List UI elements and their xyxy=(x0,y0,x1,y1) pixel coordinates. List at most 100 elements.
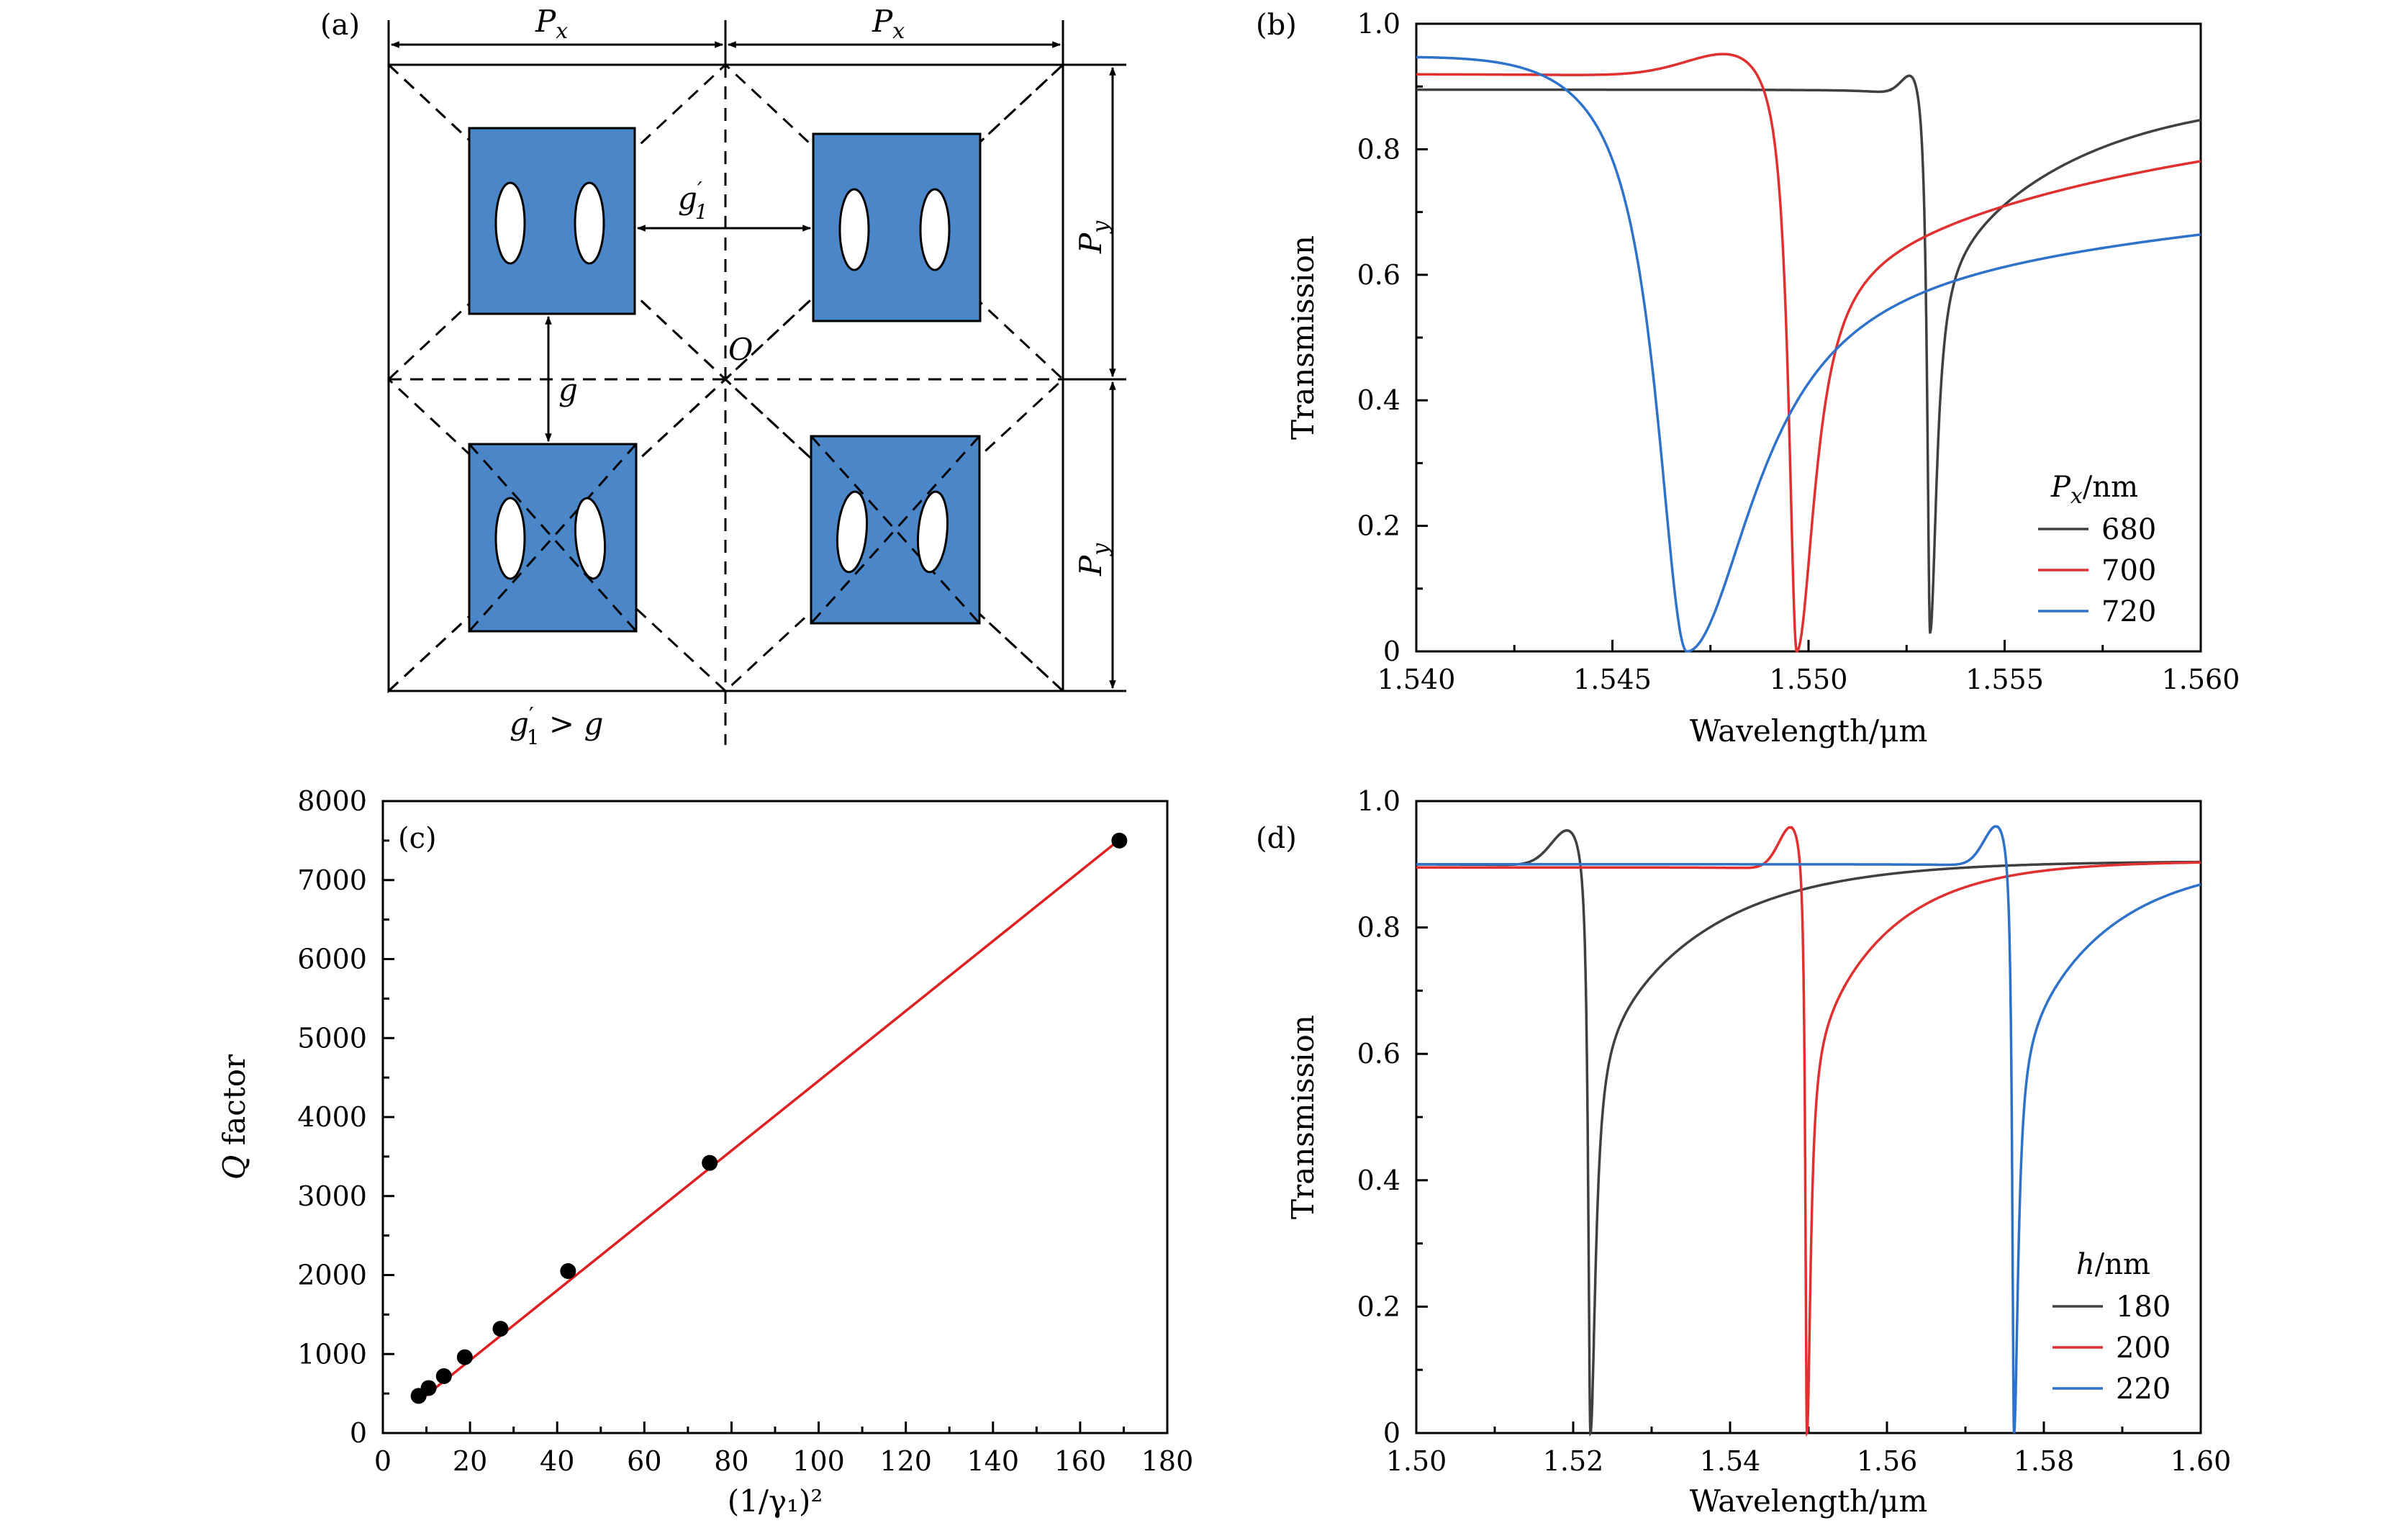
y-axis-label: Transmission xyxy=(1285,1015,1321,1219)
panel-c-chart: (c) 0 20 40 60 80 100 120 140 160 180 0 1000 2000 300… xyxy=(217,785,1193,1519)
y-tick-label: 0.6 xyxy=(1357,259,1400,291)
x-tick-label: 140 xyxy=(967,1445,1020,1477)
legend-entry: 680 xyxy=(2101,513,2156,546)
y-tick-label: 0.6 xyxy=(1357,1038,1400,1070)
y-tick-label: 4000 xyxy=(297,1101,367,1133)
panel-d-chart: (d) 1.50 1.52 1.54 1.56 1.58 1.60 0 0.2 0.4 0.6 0.… xyxy=(1256,785,2231,1519)
y-tick-label: 1.0 xyxy=(1357,8,1400,40)
elliptical-holes xyxy=(494,181,951,580)
x-tick-label: 60 xyxy=(627,1445,661,1477)
y-tick-label: 3000 xyxy=(297,1180,367,1212)
y-axis-label: Transmission xyxy=(1285,235,1321,440)
series-line-200 xyxy=(1416,826,2201,1437)
py-label-top: Py xyxy=(1073,220,1113,254)
y-tick-label: 5000 xyxy=(297,1022,367,1054)
legend-entry: 700 xyxy=(2101,554,2156,587)
y-tick-label: 0.2 xyxy=(1357,1291,1400,1322)
legend-title: h/nm xyxy=(2076,1248,2150,1281)
px-label-left: Px xyxy=(535,4,568,44)
y-tick-label: 0.8 xyxy=(1357,133,1400,165)
y-tick-label: 2000 xyxy=(297,1260,367,1291)
y-tick-label: 1000 xyxy=(297,1338,367,1370)
panel-b-chart: (b) 1.540 1.545 1.550 1.555 1.560 0 0.2 0.4 0.6 0… xyxy=(1256,8,2240,749)
y-tick-label: 0.2 xyxy=(1357,510,1400,542)
x-tick-label: 180 xyxy=(1141,1445,1194,1477)
px-label-right: Px xyxy=(872,4,905,44)
square-bottom-right xyxy=(810,435,981,625)
linear-fit-line xyxy=(417,839,1121,1403)
data-point xyxy=(702,1154,718,1171)
panel-b-label: (b) xyxy=(1256,9,1297,42)
square-top-right xyxy=(812,132,982,322)
y-tick-label: 0.4 xyxy=(1357,384,1400,416)
x-axis-label: Wavelength/μm xyxy=(1690,1483,1928,1519)
y-tick-label: 0 xyxy=(1383,1417,1400,1449)
legend-title: Px/nm xyxy=(2050,471,2138,509)
hole xyxy=(919,188,951,271)
hole xyxy=(494,181,526,265)
x-tick-label: 1.560 xyxy=(2162,664,2240,695)
x-tick-label: 160 xyxy=(1054,1445,1107,1477)
hole xyxy=(836,490,869,574)
gap-relation: g′ 1 > g xyxy=(510,703,603,749)
panel-c-label: (c) xyxy=(398,822,437,855)
dimension-arrows xyxy=(387,20,1116,690)
g1-label: g′ 1 xyxy=(678,178,708,224)
series-line-220 xyxy=(1416,825,2201,1434)
panel-d-label: (d) xyxy=(1256,822,1297,855)
y-tick-label: 0.8 xyxy=(1357,912,1400,944)
panel-a-label: (a) xyxy=(320,9,360,42)
x-tick-label: 1.52 xyxy=(1543,1445,1604,1477)
x-tick-label: 120 xyxy=(879,1445,932,1477)
data-point xyxy=(560,1263,576,1280)
series-line-720 xyxy=(1416,55,2201,653)
legend-entry: 720 xyxy=(2101,595,2156,628)
x-tick-label: 0 xyxy=(374,1445,391,1477)
x-tick-label: 20 xyxy=(453,1445,487,1477)
legend-entry: 180 xyxy=(2116,1291,2171,1324)
g-label: g xyxy=(558,372,578,407)
legend: h/nm 180 200 220 xyxy=(2052,1248,2171,1406)
x-tick-label: 1.50 xyxy=(1386,1445,1447,1477)
x-axis-label: Wavelength/μm xyxy=(1690,713,1928,749)
x-tick-label: 1.550 xyxy=(1770,664,1848,695)
series-line-180 xyxy=(1416,829,2201,1437)
y-tick-label: 6000 xyxy=(297,944,367,975)
hole xyxy=(916,490,949,574)
data-point xyxy=(435,1368,452,1384)
x-tick-label: 1.540 xyxy=(1377,664,1456,695)
series-line-680 xyxy=(1416,74,2201,634)
x-tick-label: 80 xyxy=(714,1445,748,1477)
data-point xyxy=(1111,832,1128,849)
legend-entry: 200 xyxy=(2116,1332,2171,1365)
x-tick-label: 1.54 xyxy=(1700,1445,1761,1477)
x-tick-label: 1.58 xyxy=(2014,1445,2075,1477)
y-tick-label: 0 xyxy=(1383,636,1400,667)
x-tick-label: 100 xyxy=(792,1445,845,1477)
series-line-700 xyxy=(1416,53,2201,654)
y-tick-label: 8000 xyxy=(297,785,367,817)
origin-label: O xyxy=(728,332,753,367)
x-axis-label: (1/γ₁)² xyxy=(728,1483,823,1519)
x-tick-label: 1.56 xyxy=(1857,1445,1918,1477)
square-top-left xyxy=(468,127,636,315)
hole xyxy=(574,181,605,265)
y-axis-label: Q factor xyxy=(217,1054,252,1180)
data-point xyxy=(492,1321,509,1337)
y-tick-label: 0 xyxy=(350,1417,367,1449)
hole xyxy=(838,188,870,271)
data-point xyxy=(420,1380,437,1396)
hole xyxy=(574,497,607,580)
y-tick-label: 0.4 xyxy=(1357,1165,1400,1196)
py-label-bottom: Py xyxy=(1073,543,1113,577)
data-point xyxy=(456,1349,473,1365)
x-tick-label: 40 xyxy=(540,1445,574,1477)
panel-a-schematic: (a) xyxy=(320,4,1126,749)
legend: Px/nm 680 700 720 xyxy=(2038,471,2156,628)
legend-entry: 220 xyxy=(2116,1373,2171,1406)
x-tick-label: 1.555 xyxy=(1965,664,2044,695)
x-tick-label: 1.545 xyxy=(1573,664,1652,695)
hole xyxy=(494,497,526,580)
y-tick-label: 1.0 xyxy=(1357,785,1400,817)
